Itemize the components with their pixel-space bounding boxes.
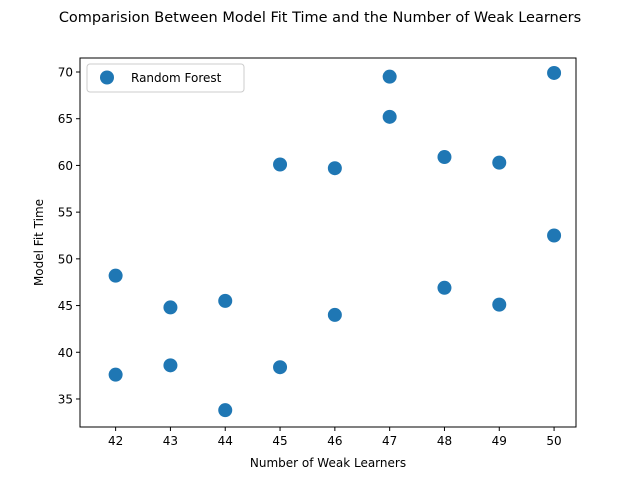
x-tick-label: 43 bbox=[163, 434, 178, 448]
x-tick-label: 45 bbox=[272, 434, 287, 448]
data-point bbox=[327, 307, 342, 322]
y-tick-label: 45 bbox=[58, 299, 73, 313]
data-point bbox=[218, 403, 233, 418]
data-point bbox=[327, 161, 342, 176]
plot-area bbox=[79, 57, 577, 428]
data-point bbox=[437, 280, 452, 295]
data-point bbox=[382, 109, 397, 124]
data-point bbox=[273, 157, 288, 172]
data-point bbox=[492, 297, 507, 312]
data-point bbox=[437, 150, 452, 165]
legend-marker bbox=[100, 70, 114, 85]
x-tick-label: 42 bbox=[108, 434, 123, 448]
y-tick-label: 35 bbox=[58, 392, 73, 406]
y-axis: 35 40 45 50 55 60 65 70 bbox=[58, 66, 80, 406]
data-point bbox=[218, 293, 233, 308]
data-point bbox=[273, 360, 288, 375]
data-points bbox=[108, 65, 562, 418]
y-tick-label: 50 bbox=[58, 252, 73, 266]
y-tick-label: 70 bbox=[58, 66, 73, 80]
x-tick-label: 44 bbox=[218, 434, 233, 448]
data-point bbox=[382, 69, 397, 84]
data-point bbox=[492, 155, 507, 170]
x-tick-label: 50 bbox=[546, 434, 561, 448]
chart-title: Comparision Between Model Fit Time and t… bbox=[59, 10, 581, 26]
legend-label: Random Forest bbox=[131, 71, 222, 85]
y-tick-label: 40 bbox=[58, 346, 73, 360]
x-tick-label: 49 bbox=[492, 434, 507, 448]
x-tick-label: 46 bbox=[327, 434, 342, 448]
data-point bbox=[108, 268, 123, 283]
y-tick-label: 55 bbox=[58, 206, 73, 220]
legend: Random Forest bbox=[86, 63, 245, 93]
x-axis: 42 43 44 45 46 47 48 49 50 bbox=[108, 427, 562, 448]
x-tick-label: 48 bbox=[437, 434, 452, 448]
y-tick-label: 65 bbox=[58, 112, 73, 126]
legend-box bbox=[86, 63, 245, 93]
data-point bbox=[108, 367, 123, 382]
x-tick-label: 47 bbox=[382, 434, 397, 448]
y-tick-label: 60 bbox=[58, 159, 73, 173]
data-point bbox=[547, 228, 562, 243]
y-axis-label: Model Fit Time bbox=[32, 199, 46, 286]
data-point bbox=[547, 65, 562, 80]
data-point bbox=[163, 358, 178, 373]
x-axis-label: Number of Weak Learners bbox=[250, 456, 406, 470]
data-point bbox=[163, 300, 178, 315]
